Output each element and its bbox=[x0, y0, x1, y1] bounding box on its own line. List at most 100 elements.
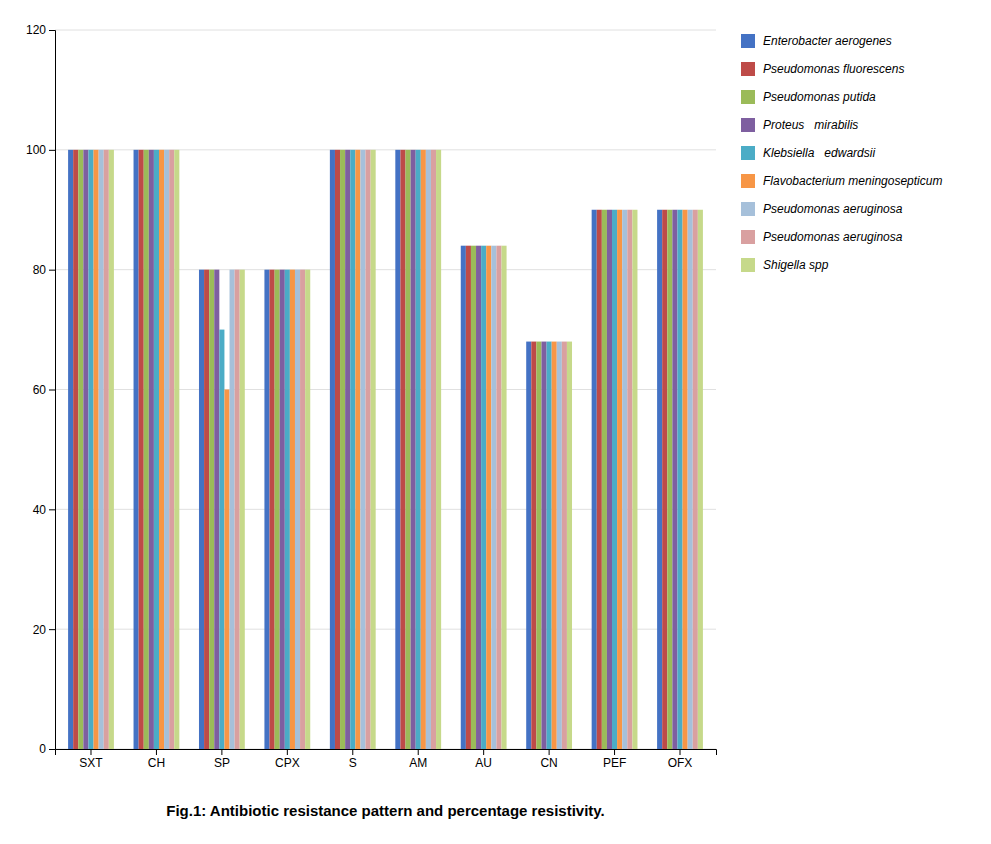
x-tick-label: AU bbox=[475, 756, 492, 770]
bar bbox=[68, 150, 73, 749]
x-tick-label: SP bbox=[214, 756, 230, 770]
y-axis: 020406080100120 bbox=[26, 23, 56, 756]
bar bbox=[149, 150, 154, 749]
x-tick: SXT bbox=[79, 749, 103, 770]
bar bbox=[94, 150, 99, 749]
bar bbox=[436, 150, 441, 749]
bar bbox=[300, 270, 305, 749]
legend-label: Flavobacterium meningosepticum bbox=[763, 174, 942, 188]
y-tick: 80 bbox=[33, 263, 55, 277]
x-tick-label: S bbox=[349, 756, 357, 770]
tick-mark bbox=[418, 749, 419, 755]
bar bbox=[159, 150, 164, 749]
legend-item: Pseudomonas putida bbox=[741, 90, 876, 104]
bar bbox=[562, 342, 567, 749]
bar bbox=[355, 150, 360, 749]
legend-label: Pseudomonas aeruginosa bbox=[763, 202, 903, 216]
bar-series bbox=[68, 150, 662, 749]
x-tick: CPX bbox=[275, 749, 300, 770]
legend: Enterobacter aerogenesPseudomonas fluore… bbox=[741, 34, 942, 272]
tick-mark bbox=[49, 30, 55, 31]
bar bbox=[240, 270, 245, 749]
bar-series bbox=[83, 150, 677, 749]
bar bbox=[541, 342, 546, 749]
bar bbox=[139, 150, 144, 749]
grid-line bbox=[55, 30, 716, 31]
bar bbox=[83, 150, 88, 749]
bar bbox=[476, 246, 481, 749]
legend-swatch bbox=[741, 202, 755, 216]
legend-item: Shigella spp bbox=[741, 258, 829, 272]
legend-swatch bbox=[741, 62, 755, 76]
bar bbox=[78, 150, 83, 749]
tick-mark bbox=[287, 749, 288, 755]
bar-series bbox=[109, 150, 703, 749]
legend-label: Enterobacter aerogenes bbox=[763, 34, 892, 48]
bar bbox=[400, 150, 405, 749]
bar bbox=[416, 150, 421, 749]
legend-label: Proteus mirabilis bbox=[763, 118, 858, 132]
y-tick: 0 bbox=[39, 742, 55, 756]
legend-item: Flavobacterium meningosepticum bbox=[741, 174, 942, 188]
legend-swatch bbox=[741, 258, 755, 272]
bar bbox=[305, 270, 310, 749]
axis-line bbox=[49, 31, 56, 750]
bar bbox=[612, 210, 617, 749]
x-tick-label: CPX bbox=[275, 756, 300, 770]
tick-mark bbox=[483, 749, 484, 755]
bar bbox=[597, 210, 602, 749]
bar bbox=[290, 270, 295, 749]
bar bbox=[134, 150, 139, 749]
bar bbox=[547, 342, 552, 749]
bar bbox=[199, 270, 204, 749]
bar bbox=[471, 246, 476, 749]
tick-mark bbox=[156, 749, 157, 755]
legend-item: Klebsiella edwardsii bbox=[741, 146, 875, 160]
x-tick-label: CN bbox=[540, 756, 557, 770]
bar bbox=[602, 210, 607, 749]
bar bbox=[672, 210, 677, 749]
bar bbox=[73, 150, 78, 749]
bar bbox=[330, 150, 335, 749]
y-tick-label: 120 bbox=[26, 23, 46, 37]
bar bbox=[219, 330, 224, 749]
bar bbox=[275, 270, 280, 749]
bar bbox=[214, 270, 219, 749]
bar bbox=[536, 342, 541, 749]
y-tick-label: 0 bbox=[39, 742, 46, 756]
y-tick-label: 20 bbox=[33, 623, 47, 637]
tick-mark bbox=[90, 749, 91, 755]
bars bbox=[68, 150, 703, 749]
y-tick-label: 40 bbox=[33, 503, 47, 517]
tick-mark bbox=[49, 390, 55, 391]
tick-mark bbox=[352, 749, 353, 755]
bar bbox=[552, 342, 557, 749]
legend-swatch bbox=[741, 230, 755, 244]
legend-item: Enterobacter aerogenes bbox=[741, 34, 892, 48]
bar bbox=[88, 150, 93, 749]
legend-item: Pseudomonas aeruginosa bbox=[741, 202, 903, 216]
bar bbox=[461, 246, 466, 749]
bar bbox=[592, 210, 597, 749]
bar bbox=[607, 210, 612, 749]
legend-swatch bbox=[741, 118, 755, 132]
y-tick: 120 bbox=[26, 23, 55, 37]
bar bbox=[230, 270, 235, 749]
tick-mark bbox=[49, 150, 55, 151]
x-tick: CN bbox=[540, 749, 557, 770]
bar bbox=[144, 150, 149, 749]
bar bbox=[366, 150, 371, 749]
bar bbox=[683, 210, 688, 749]
x-tick: AM bbox=[409, 749, 427, 770]
tick-mark bbox=[680, 749, 681, 755]
bar-series bbox=[73, 150, 667, 749]
bar bbox=[486, 246, 491, 749]
axis-line bbox=[56, 750, 717, 756]
bar bbox=[501, 246, 506, 749]
bar bbox=[109, 150, 114, 749]
bar-series bbox=[104, 150, 698, 749]
tick-mark bbox=[614, 749, 615, 755]
bar bbox=[688, 210, 693, 749]
y-tick: 40 bbox=[33, 503, 55, 517]
bar bbox=[557, 342, 562, 749]
